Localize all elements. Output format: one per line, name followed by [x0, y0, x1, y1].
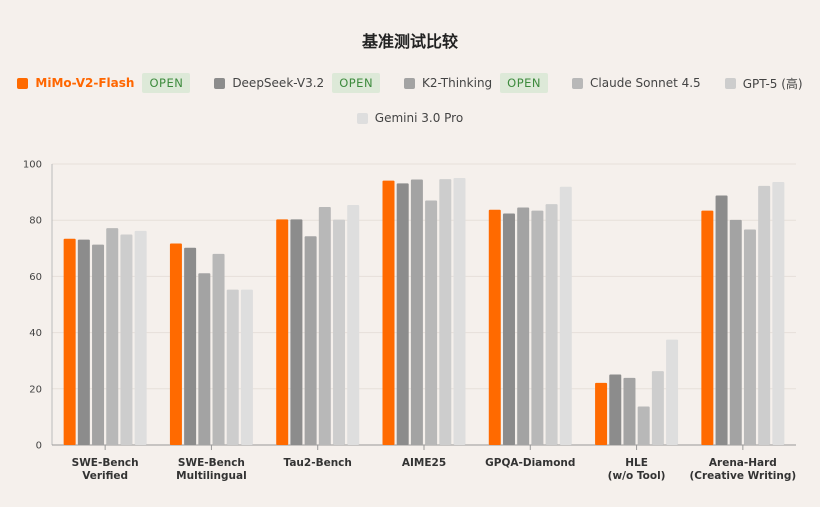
chart-title: 基准测试比较: [361, 32, 458, 51]
legend-swatch: [572, 77, 584, 89]
bar: [92, 244, 105, 445]
bar: [609, 374, 622, 445]
legend: MiMo-V2-Flash OPEN DeepSeek-V3.2 OPEN K2…: [0, 72, 820, 142]
legend-swatch: [214, 77, 226, 89]
bar: [184, 247, 197, 445]
x-tick-label: (Creative Writing): [689, 470, 796, 482]
open-badge: OPEN: [332, 73, 381, 93]
x-tick-label: GPQA-Diamond: [485, 457, 575, 469]
open-badge: OPEN: [500, 73, 549, 93]
bar: [743, 229, 756, 445]
bar: [134, 230, 147, 445]
bar: [637, 406, 650, 445]
bar: [715, 195, 728, 445]
bar: [63, 238, 76, 445]
bar: [772, 181, 785, 445]
bar: [276, 219, 289, 445]
legend-label: K2-Thinking: [422, 76, 493, 90]
legend-label: GPT-5 (高): [742, 76, 803, 91]
bar: [623, 377, 636, 445]
legend-item-mimo[interactable]: MiMo-V2-Flash OPEN: [17, 73, 191, 93]
bar: [212, 253, 225, 445]
legend-swatch: [17, 77, 29, 89]
x-tick-label: AIME25: [402, 457, 446, 469]
bar: [304, 236, 317, 445]
bar: [169, 243, 182, 445]
bar: [410, 179, 423, 445]
y-tick-label: 80: [29, 216, 42, 227]
y-tick-label: 0: [36, 441, 42, 452]
x-tick-label: Multilingual: [176, 470, 247, 482]
legend-label: Claude Sonnet 4.5: [590, 76, 701, 90]
bar: [240, 289, 253, 445]
open-badge: OPEN: [142, 73, 191, 93]
x-tick-label: Arena-Hard: [709, 457, 777, 469]
bar: [559, 186, 572, 446]
bar: [453, 178, 466, 446]
bar: [701, 210, 714, 445]
x-tick-label: Tau2-Bench: [284, 457, 352, 469]
bar: [651, 371, 664, 445]
bar: [198, 273, 211, 445]
bar: [729, 219, 742, 445]
bar: [333, 219, 346, 445]
bar: [531, 210, 544, 445]
legend-label: DeepSeek-V3.2: [232, 76, 325, 90]
x-tick-label: (w/o Tool): [608, 470, 666, 482]
legend-item-claude[interactable]: Claude Sonnet 4.5: [572, 76, 701, 90]
x-tick-label: HLE: [625, 457, 648, 469]
bar: [382, 180, 395, 446]
bar: [439, 179, 452, 445]
bar: [425, 200, 438, 445]
legend-item-gemini[interactable]: Gemini 3.0 Pro: [356, 111, 464, 125]
legend-item-gpt5[interactable]: GPT-5 (高): [724, 75, 803, 92]
bar: [758, 185, 771, 445]
legend-item-k2[interactable]: K2-Thinking OPEN: [404, 73, 549, 93]
bar: [595, 382, 608, 445]
legend-swatch: [404, 77, 416, 89]
x-tick-label: SWE-Bench: [72, 457, 139, 469]
y-tick-label: 60: [29, 272, 42, 283]
legend-swatch: [724, 77, 736, 89]
legend-label: Gemini 3.0 Pro: [374, 111, 464, 125]
bar: [77, 239, 90, 445]
x-tick-label: Verified: [82, 470, 128, 482]
bar: [106, 228, 119, 445]
bar: [347, 205, 360, 445]
bar: [226, 289, 239, 445]
bar: [666, 339, 679, 445]
bar: [488, 209, 501, 445]
legend-row-1: MiMo-V2-Flash OPEN DeepSeek-V3.2 OPEN K2…: [0, 72, 820, 94]
y-tick-label: 100: [23, 160, 42, 171]
bar: [502, 213, 515, 445]
bar: [290, 219, 303, 445]
y-tick-label: 40: [29, 328, 42, 339]
x-tick-label: SWE-Bench: [178, 457, 245, 469]
legend-swatch: [356, 112, 368, 124]
legend-label: MiMo-V2-Flash: [35, 76, 135, 90]
legend-item-deepseek[interactable]: DeepSeek-V3.2 OPEN: [214, 73, 381, 93]
bar: [318, 206, 331, 445]
bar: [396, 183, 409, 445]
bar: [545, 204, 558, 445]
bar: [517, 207, 530, 445]
y-tick-label: 20: [29, 384, 42, 395]
bar: [120, 234, 133, 445]
legend-row-2: Gemini 3.0 Pro: [0, 107, 820, 129]
